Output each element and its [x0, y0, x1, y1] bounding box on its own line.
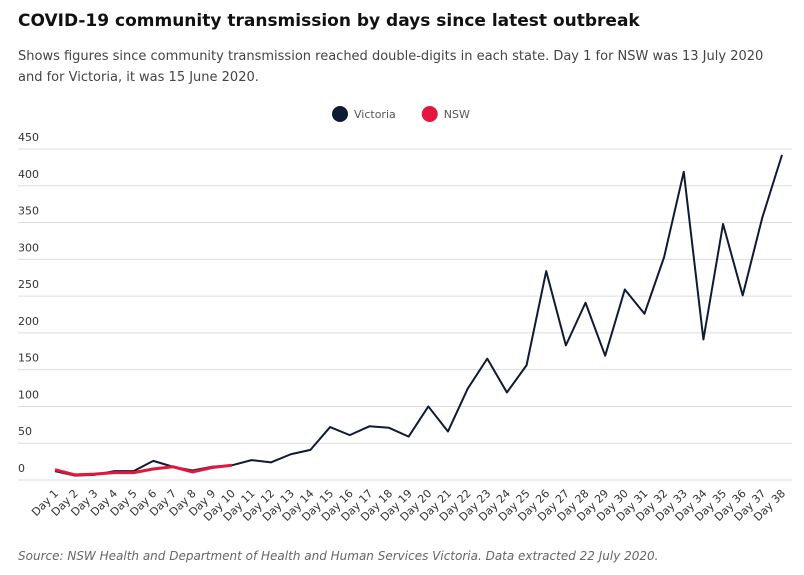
y-tick-label: 150 — [18, 352, 39, 365]
series-line — [54, 463, 233, 477]
y-tick-label: 350 — [18, 205, 39, 218]
y-tick-label: 400 — [18, 168, 39, 181]
y-tick-label: 300 — [18, 241, 39, 254]
series-line — [54, 154, 783, 477]
source: Source: NSW Health and Department of Hea… — [18, 549, 658, 563]
legend-marker — [421, 106, 438, 122]
legend-label: NSW — [444, 108, 470, 121]
legend-marker — [332, 106, 348, 122]
subtitle: Shows figures since community transmissi… — [18, 49, 763, 85]
y-tick-label: 0 — [18, 462, 25, 475]
y-tick-label: 250 — [18, 278, 39, 291]
y-tick-label: 100 — [18, 388, 39, 401]
y-tick-label: 50 — [18, 425, 32, 438]
y-tick-label: 450 — [18, 131, 39, 144]
y-tick-label: 200 — [18, 315, 39, 328]
legend-label: Victoria — [354, 108, 396, 121]
chart-title: COVID-19 community transmission by days … — [18, 11, 640, 31]
